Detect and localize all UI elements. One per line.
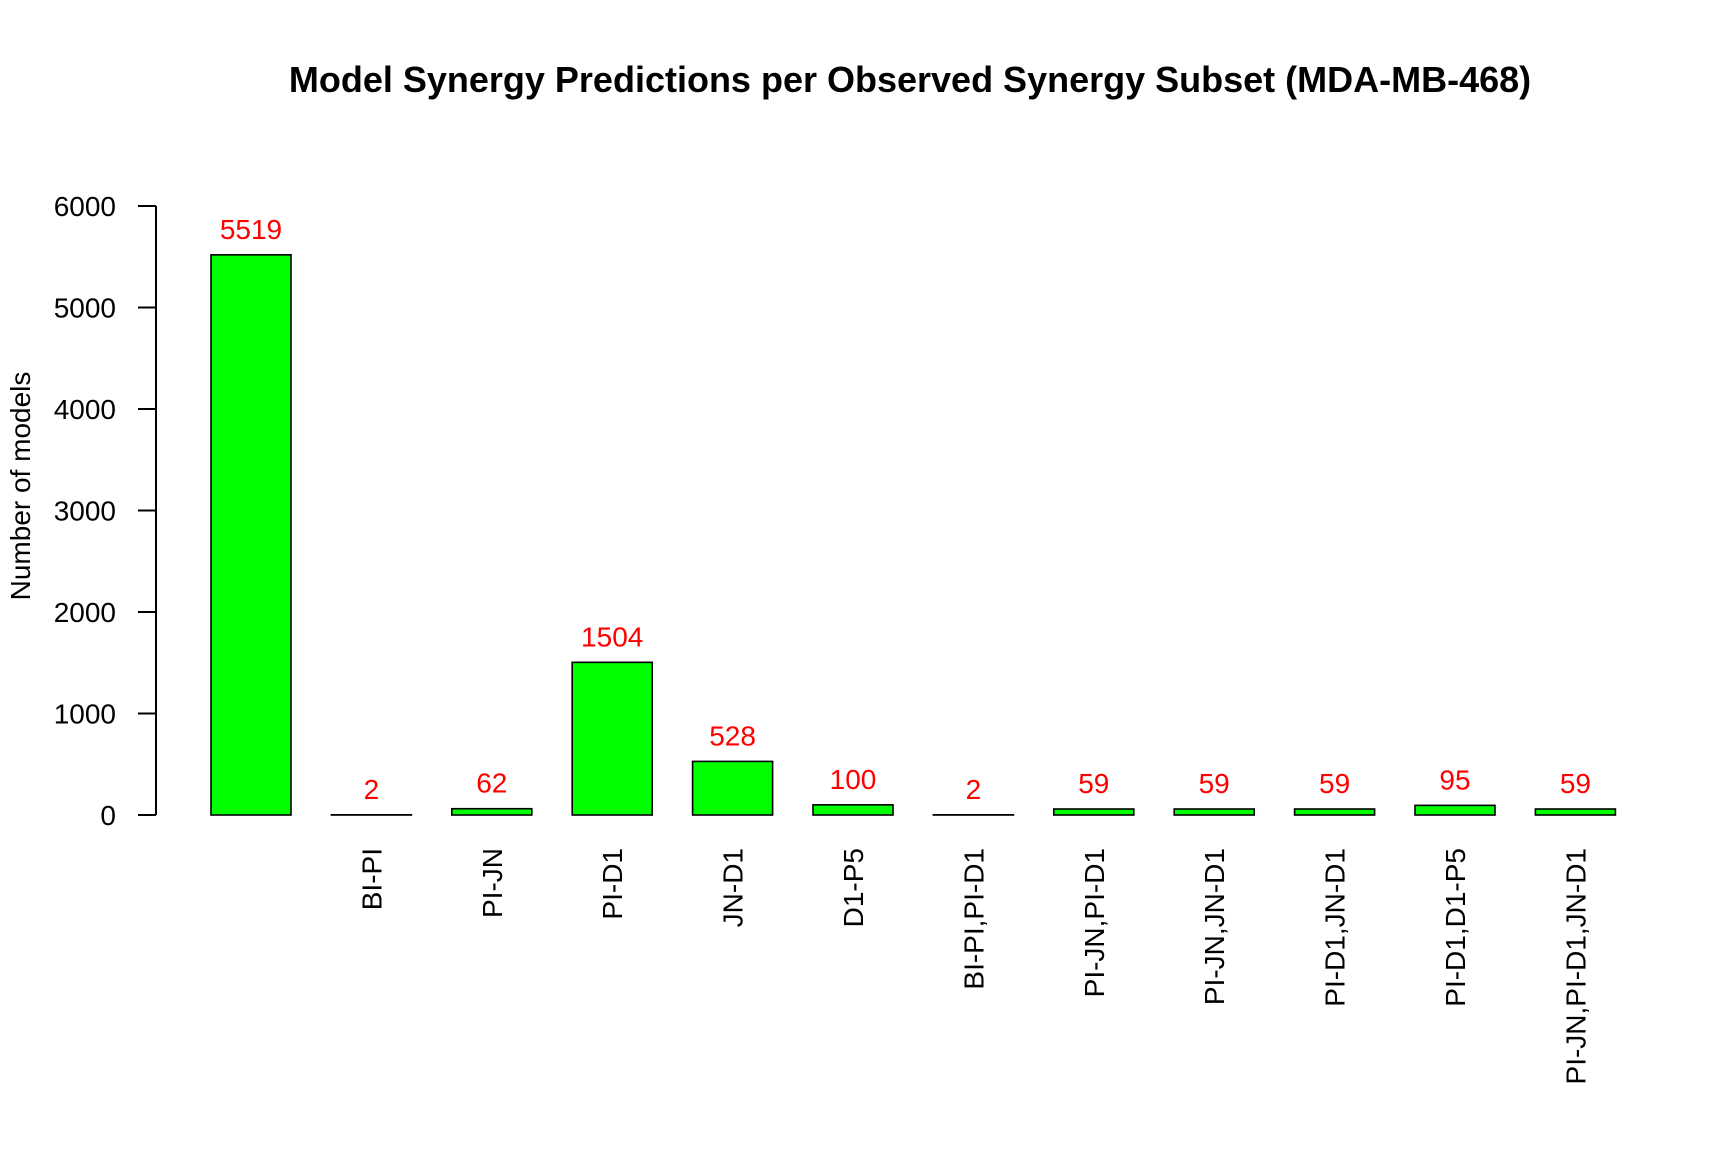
x-tick-label: PI-D1,JN-D1	[1320, 848, 1351, 1007]
y-tick-label: 6000	[54, 191, 116, 222]
y-tick-label: 3000	[54, 496, 116, 527]
x-tick-label: D1-P5	[838, 848, 869, 927]
y-axis-label: Number of models	[5, 372, 36, 601]
y-tick-label: 1000	[54, 699, 116, 730]
bar	[571, 661, 654, 816]
bar	[450, 807, 533, 816]
bar-value-label: 62	[476, 768, 507, 799]
y-axis: 0 1000 2000 3000 4000 5000 6000	[54, 191, 157, 831]
x-tick-label: PI-JN	[477, 848, 508, 918]
bar-value-label: 59	[1199, 768, 1230, 799]
x-tick-label: BI-PI,PI-D1	[958, 848, 989, 990]
bar	[1053, 808, 1135, 816]
chart-title: Model Synergy Predictions per Observed S…	[289, 59, 1531, 100]
x-axis-labels-group: BI-PI PI-JN PI-D1 JN-D1 D1-P5 BI-PI,PI-D1 PI-J…	[356, 848, 1591, 1084]
y-tick-label: 5000	[54, 293, 116, 324]
bar	[210, 254, 292, 816]
x-tick-label: BI-PI	[356, 848, 387, 910]
x-tick-label: PI-D1	[597, 848, 628, 920]
x-tick-label: PI-JN,JN-D1	[1199, 848, 1230, 1005]
x-tick-label: PI-JN,PI-D1	[1079, 848, 1110, 997]
bar-value-label: 59	[1560, 768, 1591, 799]
bar	[812, 804, 894, 816]
bar-value-label: 2	[966, 774, 982, 805]
y-tick-label: 4000	[54, 394, 116, 425]
bar-value-label: 5519	[220, 214, 282, 245]
bar-value-label: 2	[364, 774, 380, 805]
bar-value-label: 100	[830, 764, 877, 795]
bar	[1173, 808, 1255, 816]
bar-value-label: 59	[1319, 768, 1350, 799]
bar-value-label: 59	[1078, 768, 1109, 799]
bar-value-label: 1504	[581, 621, 643, 652]
bar-value-label: 528	[709, 720, 756, 751]
bars-group	[210, 254, 1617, 816]
bar	[1414, 804, 1496, 816]
bar	[1534, 808, 1617, 816]
bar-value-label: 95	[1439, 764, 1470, 795]
bar	[691, 760, 774, 816]
y-tick-label: 2000	[54, 597, 116, 628]
x-tick-label: JN-D1	[718, 848, 749, 927]
x-tick-label: PI-D1,D1-P5	[1440, 848, 1471, 1007]
x-tick-label: PI-JN,PI-D1,JN-D1	[1560, 848, 1591, 1084]
y-tick-label: 0	[100, 800, 116, 831]
value-labels-group: 5519 2 62 1504 528 100 2 59 59 59 95 59	[220, 214, 1591, 805]
bar	[1293, 808, 1376, 816]
